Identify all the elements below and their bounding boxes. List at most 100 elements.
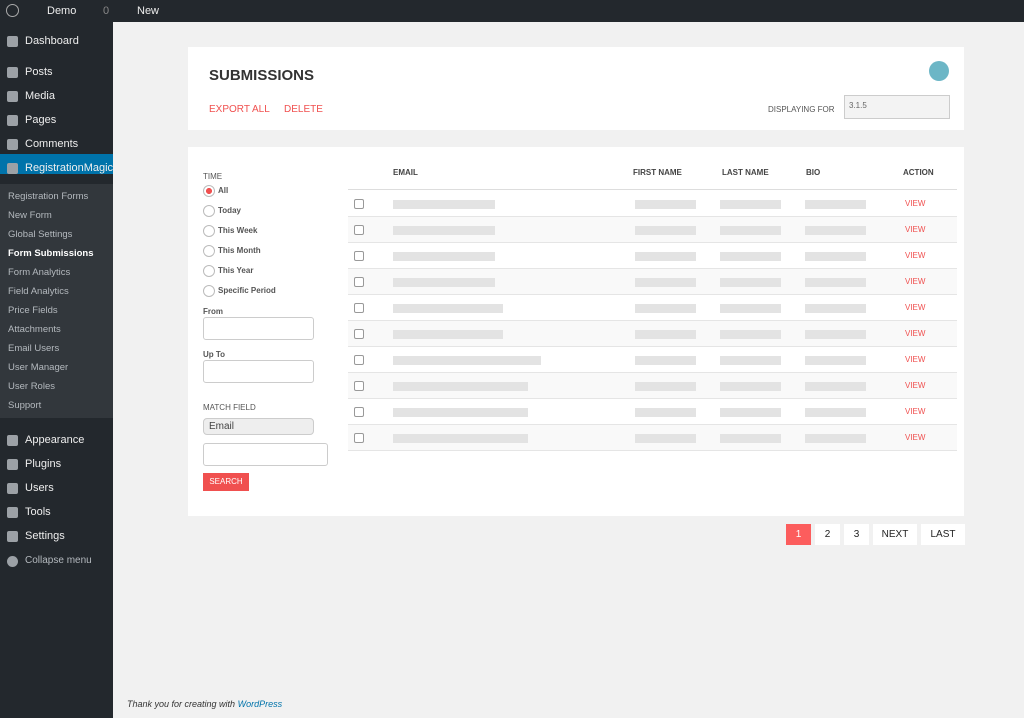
row-checkbox[interactable]: [354, 199, 364, 209]
from-input[interactable]: [203, 317, 314, 340]
cell-placeholder: [720, 408, 781, 417]
row-checkbox[interactable]: [354, 355, 364, 365]
menu-item[interactable]: Pages: [25, 114, 57, 126]
upto-label: Up To: [203, 350, 226, 359]
menu-item[interactable]: Appearance: [25, 434, 85, 446]
email-placeholder: [393, 408, 528, 417]
menu-item[interactable]: Dashboard: [25, 35, 79, 47]
admin-bar: Demo 0 New: [0, 0, 1024, 22]
cell-placeholder: [805, 200, 866, 209]
submenu-item[interactable]: Support: [8, 400, 42, 411]
view-link[interactable]: VIEW: [905, 199, 926, 208]
email-placeholder: [393, 330, 503, 339]
collapse-menu[interactable]: Collapse menu: [25, 555, 92, 566]
radio[interactable]: [203, 245, 215, 257]
menu-icon: [7, 115, 18, 126]
menu-item[interactable]: Comments: [25, 138, 79, 150]
menu-icon: [7, 163, 18, 174]
cell-placeholder: [720, 356, 781, 365]
menu-icon: [7, 531, 18, 542]
upto-input[interactable]: [203, 360, 314, 383]
comments-count[interactable]: 0: [103, 5, 110, 17]
submenu-item[interactable]: Registration Forms: [8, 191, 89, 202]
view-link[interactable]: VIEW: [905, 407, 926, 416]
row-checkbox[interactable]: [354, 381, 364, 391]
field-select[interactable]: Email: [203, 418, 314, 435]
radio[interactable]: [203, 285, 215, 297]
row-checkbox[interactable]: [354, 329, 364, 339]
menu-item[interactable]: Tools: [25, 506, 51, 518]
submenu-item[interactable]: User Manager: [8, 362, 69, 373]
radio[interactable]: [203, 205, 215, 217]
page-title: SUBMISSIONS: [209, 67, 315, 84]
page-button[interactable]: NEXT: [873, 524, 917, 545]
search-button[interactable]: SEARCH: [203, 473, 249, 491]
row-checkbox[interactable]: [354, 225, 364, 235]
submenu-item[interactable]: New Form: [8, 210, 52, 221]
new-link[interactable]: New: [137, 5, 160, 17]
menu-item[interactable]: Media: [25, 90, 55, 102]
submenu-item[interactable]: Global Settings: [8, 229, 73, 240]
footer-link[interactable]: WordPress: [237, 699, 283, 709]
radio-label: All: [218, 186, 229, 195]
page-button[interactable]: 1: [786, 524, 811, 545]
wp-logo[interactable]: [6, 4, 19, 17]
header-rule: [348, 189, 957, 190]
cell-placeholder: [720, 304, 781, 313]
view-link[interactable]: VIEW: [905, 433, 926, 442]
cell-placeholder: [635, 434, 696, 443]
submenu-item[interactable]: Price Fields: [8, 305, 58, 316]
version-select[interactable]: 3.1.5: [844, 95, 950, 119]
view-link[interactable]: VIEW: [905, 355, 926, 364]
menu-item[interactable]: Settings: [25, 530, 65, 542]
site-link[interactable]: Demo: [47, 5, 77, 17]
submenu-item[interactable]: Form Submissions: [8, 248, 94, 259]
page-button[interactable]: LAST: [921, 524, 965, 545]
view-link[interactable]: VIEW: [905, 381, 926, 390]
email-placeholder: [393, 252, 495, 261]
submenu-item[interactable]: Email Users: [8, 343, 60, 354]
row-checkbox[interactable]: [354, 407, 364, 417]
cell-placeholder: [635, 356, 696, 365]
view-link[interactable]: VIEW: [905, 277, 926, 286]
delete[interactable]: DELETE: [284, 104, 323, 115]
view-link[interactable]: VIEW: [905, 303, 926, 312]
cell-placeholder: [805, 382, 866, 391]
menu-item[interactable]: RegistrationMagic: [25, 162, 114, 174]
row-checkbox[interactable]: [354, 277, 364, 287]
cell-placeholder: [635, 252, 696, 261]
view-link[interactable]: VIEW: [905, 329, 926, 338]
match-input[interactable]: [203, 443, 328, 466]
cell-placeholder: [635, 408, 696, 417]
submenu-item[interactable]: Field Analytics: [8, 286, 69, 297]
menu-item[interactable]: Posts: [25, 66, 53, 78]
menu-item[interactable]: Plugins: [25, 458, 62, 470]
submenu-bg: [0, 184, 113, 418]
menu-icon: [7, 507, 18, 518]
view-link[interactable]: VIEW: [905, 225, 926, 234]
submenu-item[interactable]: User Roles: [8, 381, 55, 392]
cell-placeholder: [720, 434, 781, 443]
page-button[interactable]: 3: [844, 524, 869, 545]
submenu-item[interactable]: Attachments: [8, 324, 61, 335]
radio[interactable]: [203, 265, 215, 277]
radio-label: This Week: [218, 226, 258, 235]
submenu-item[interactable]: Form Analytics: [8, 267, 71, 278]
radio[interactable]: [203, 225, 215, 237]
view-link[interactable]: VIEW: [905, 251, 926, 260]
email-placeholder: [393, 200, 495, 209]
cell-placeholder: [805, 408, 866, 417]
menu-item[interactable]: Users: [25, 482, 54, 494]
row-checkbox[interactable]: [354, 433, 364, 443]
menu-icon: [7, 67, 18, 78]
row-checkbox[interactable]: [354, 251, 364, 261]
email-placeholder: [393, 278, 495, 287]
footer: Thank you for creating with WordPress: [127, 699, 282, 709]
page-button[interactable]: 2: [815, 524, 840, 545]
cell-placeholder: [805, 434, 866, 443]
displaying-label: DISPLAYING FOR: [768, 105, 835, 114]
radio[interactable]: [203, 185, 215, 197]
export-all[interactable]: EXPORT ALL: [209, 104, 270, 115]
row-checkbox[interactable]: [354, 303, 364, 313]
